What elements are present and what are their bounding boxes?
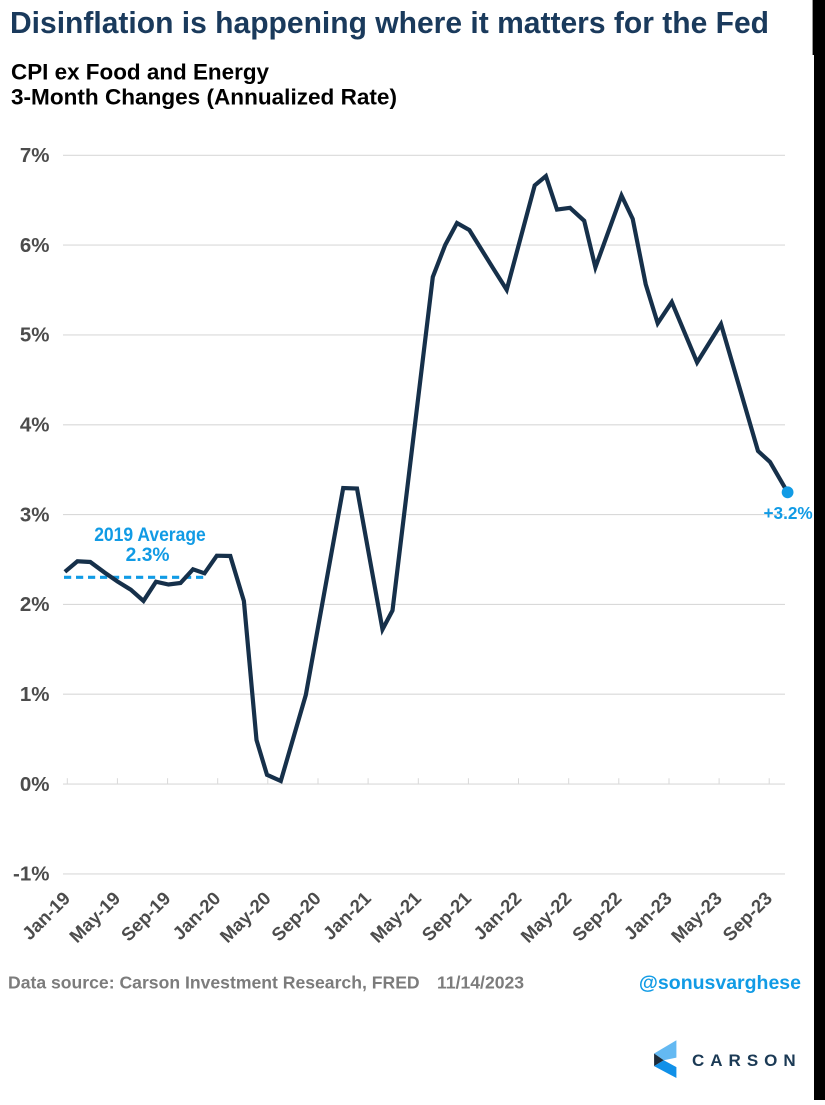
svg-text:-1%: -1% xyxy=(13,863,49,886)
svg-text:@sonusvarghese: @sonusvarghese xyxy=(639,972,801,994)
svg-text:7%: 7% xyxy=(20,144,50,167)
svg-text:3-Month Changes (Annualized Ra: 3-Month Changes (Annualized Rate) xyxy=(11,85,397,110)
svg-text:0%: 0% xyxy=(20,773,50,796)
svg-text:2%: 2% xyxy=(20,593,50,616)
svg-text:Data source: Carson Investment: Data source: Carson Investment Research,… xyxy=(8,973,420,993)
svg-text:5%: 5% xyxy=(20,324,50,347)
svg-text:+3.2%: +3.2% xyxy=(764,503,814,523)
svg-text:CARSON: CARSON xyxy=(692,1051,802,1070)
svg-text:Disinflation is happening wher: Disinflation is happening where it matte… xyxy=(10,6,769,40)
svg-text:4%: 4% xyxy=(20,414,50,437)
svg-text:11/14/2023: 11/14/2023 xyxy=(437,973,524,993)
svg-text:1%: 1% xyxy=(20,683,50,706)
svg-text:3%: 3% xyxy=(20,503,50,526)
svg-text:2019 Average: 2019 Average xyxy=(94,524,206,546)
svg-text:2.3%: 2.3% xyxy=(126,544,170,566)
svg-text:CPI ex Food and Energy: CPI ex Food and Energy xyxy=(11,60,269,85)
svg-text:6%: 6% xyxy=(20,234,50,257)
